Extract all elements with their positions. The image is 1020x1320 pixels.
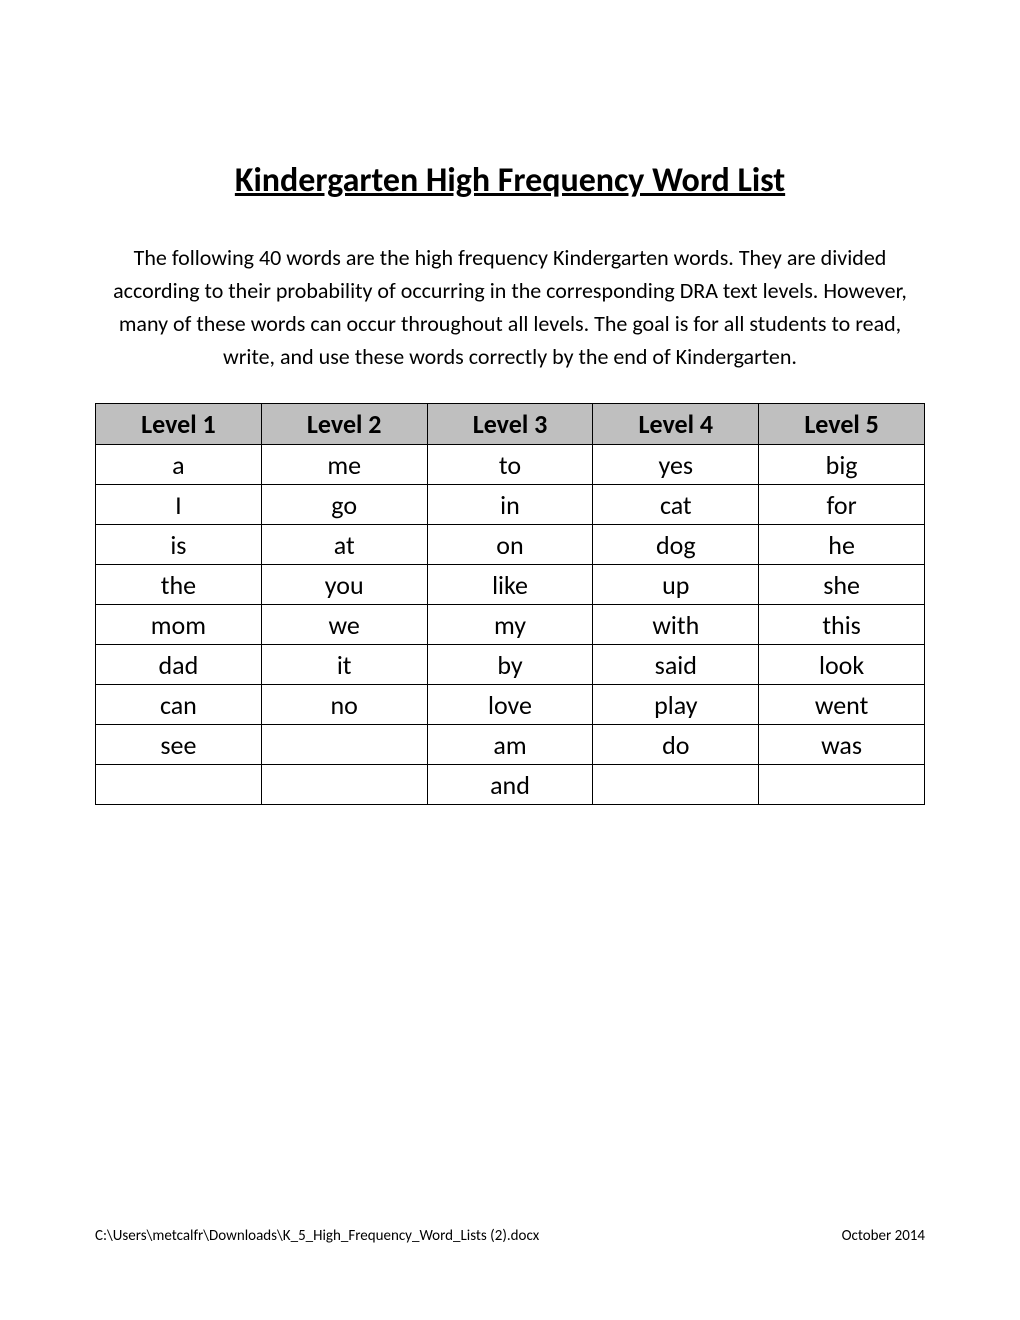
footer-date: October 2014: [842, 1227, 925, 1245]
table-cell: up: [593, 565, 759, 605]
table-cell: [759, 765, 925, 805]
document-page: Kindergarten High Frequency Word List Th…: [0, 0, 1020, 805]
page-title: Kindergarten High Frequency Word List: [95, 160, 925, 201]
table-cell: like: [427, 565, 593, 605]
table-cell: is: [96, 525, 262, 565]
table-cell: a: [96, 445, 262, 485]
footer-filepath: C:\Users\metcalfr\Downloads\K_5_High_Fre…: [95, 1227, 539, 1245]
table-cell: play: [593, 685, 759, 725]
table-cell: [593, 765, 759, 805]
table-cell: [261, 725, 427, 765]
table-cell: dad: [96, 645, 262, 685]
table-cell: for: [759, 485, 925, 525]
table-cell: you: [261, 565, 427, 605]
word-list-table: Level 1 Level 2 Level 3 Level 4 Level 5 …: [95, 403, 925, 805]
table-row: see am do was: [96, 725, 925, 765]
table-cell: in: [427, 485, 593, 525]
table-cell: can: [96, 685, 262, 725]
table-cell: go: [261, 485, 427, 525]
table-cell: mom: [96, 605, 262, 645]
table-cell: see: [96, 725, 262, 765]
table-cell: and: [427, 765, 593, 805]
table-row: can no love play went: [96, 685, 925, 725]
table-cell: no: [261, 685, 427, 725]
table-cell: we: [261, 605, 427, 645]
table-cell: he: [759, 525, 925, 565]
table-cell: she: [759, 565, 925, 605]
column-header: Level 5: [759, 404, 925, 445]
table-cell: with: [593, 605, 759, 645]
table-cell: the: [96, 565, 262, 605]
table-cell: this: [759, 605, 925, 645]
table-header-row: Level 1 Level 2 Level 3 Level 4 Level 5: [96, 404, 925, 445]
table-cell: to: [427, 445, 593, 485]
table-cell: went: [759, 685, 925, 725]
table-cell: do: [593, 725, 759, 765]
column-header: Level 1: [96, 404, 262, 445]
table-cell: yes: [593, 445, 759, 485]
table-cell: was: [759, 725, 925, 765]
table-row: is at on dog he: [96, 525, 925, 565]
table-cell: dog: [593, 525, 759, 565]
table-row: dad it by said look: [96, 645, 925, 685]
table-row: mom we my with this: [96, 605, 925, 645]
table-cell: cat: [593, 485, 759, 525]
table-cell: on: [427, 525, 593, 565]
table-cell: by: [427, 645, 593, 685]
page-footer: C:\Users\metcalfr\Downloads\K_5_High_Fre…: [95, 1227, 925, 1245]
table-cell: my: [427, 605, 593, 645]
intro-paragraph: The following 40 words are the high freq…: [95, 241, 925, 373]
table-row: I go in cat for: [96, 485, 925, 525]
column-header: Level 2: [261, 404, 427, 445]
table-row: the you like up she: [96, 565, 925, 605]
table-cell: I: [96, 485, 262, 525]
table-cell: it: [261, 645, 427, 685]
table-cell: am: [427, 725, 593, 765]
table-cell: said: [593, 645, 759, 685]
table-cell: love: [427, 685, 593, 725]
table-cell: at: [261, 525, 427, 565]
table-cell: big: [759, 445, 925, 485]
table-cell: look: [759, 645, 925, 685]
table-row: and: [96, 765, 925, 805]
column-header: Level 4: [593, 404, 759, 445]
table-cell: [96, 765, 262, 805]
table-cell: [261, 765, 427, 805]
column-header: Level 3: [427, 404, 593, 445]
table-row: a me to yes big: [96, 445, 925, 485]
table-cell: me: [261, 445, 427, 485]
